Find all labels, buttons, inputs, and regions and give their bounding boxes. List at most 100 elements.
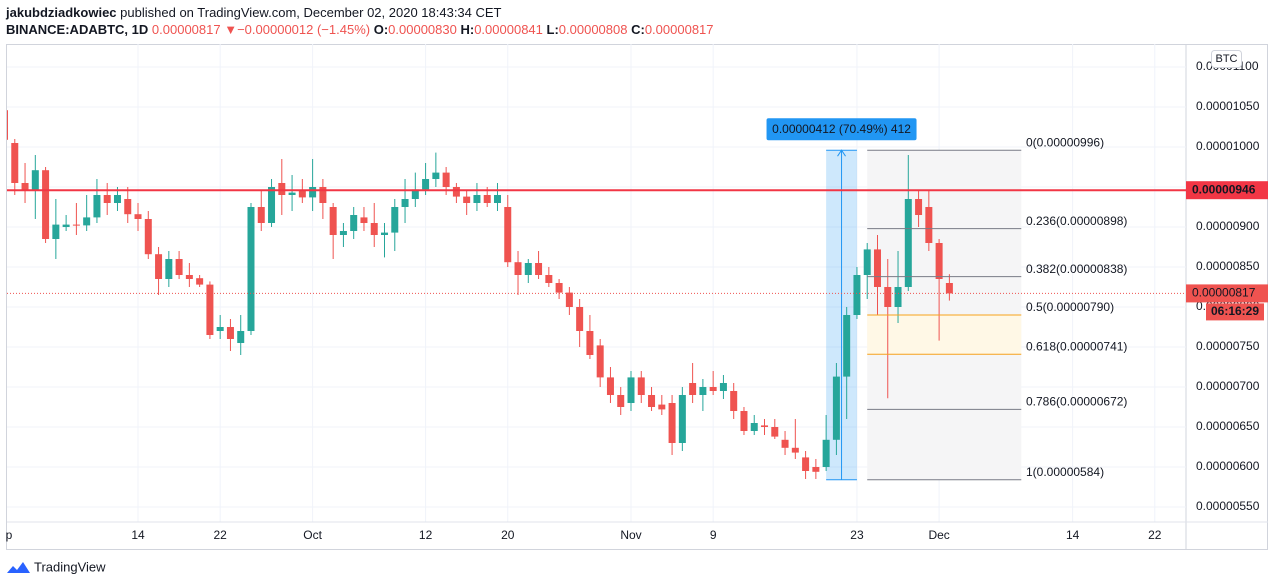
candle-body [432, 172, 440, 179]
candle-body [370, 223, 378, 235]
y-tick-label: 0.00000550 [1196, 499, 1260, 513]
currency-label: BTC [1216, 53, 1238, 65]
last-price-label: 0.00000817 [1192, 286, 1256, 300]
fib-level-label: 0.236(0.00000898) [1026, 214, 1127, 228]
candle-body [545, 275, 553, 283]
candle-body [350, 215, 358, 231]
candle-body [689, 383, 697, 395]
candle-body [339, 231, 347, 235]
candle-body [493, 195, 501, 203]
candle-body [719, 383, 727, 391]
candle-body [226, 327, 234, 339]
currency-box [1211, 50, 1242, 68]
candle-body [185, 275, 193, 279]
candle-body [206, 284, 214, 335]
candle-body [761, 425, 769, 427]
candle-body [42, 170, 50, 239]
candle-body [319, 187, 327, 203]
candle-body [873, 249, 881, 287]
fib-level-label: 0.382(0.00000838) [1026, 262, 1127, 276]
ohlc-value: 0.00000817 [644, 22, 714, 37]
candle-body [884, 287, 892, 307]
candle-body [565, 292, 573, 307]
hline-price-label: 0.00000946 [1192, 182, 1256, 196]
candle-body [709, 387, 717, 391]
candle-body [524, 263, 532, 275]
candle-body [52, 224, 60, 239]
candle-body [925, 207, 933, 243]
candle-body [113, 195, 121, 203]
y-tick-label: 0.00000700 [1196, 379, 1260, 393]
candle-body [658, 404, 666, 410]
fib-level-label: 1(0.00000584) [1026, 465, 1104, 479]
candle-body [288, 192, 296, 195]
candle-body [812, 467, 820, 472]
ohlc-value: 0.00000830 [388, 22, 457, 37]
candle-body [904, 199, 912, 287]
ohlc-value: 0.00000841 [474, 22, 543, 37]
symbol: BINANCE:ADABTC, 1D [6, 22, 149, 37]
ohlc-label: C: [631, 22, 645, 37]
x-tick-label: Oct [303, 528, 322, 542]
measure-label-box [766, 118, 917, 141]
candle-body [915, 199, 923, 215]
candle-body [196, 278, 204, 285]
candle-body [31, 170, 39, 191]
candle-body [93, 195, 101, 218]
candle-body [514, 262, 522, 275]
candle-body [771, 427, 779, 437]
down-arrow: ▼ [224, 22, 238, 37]
candle-body [381, 232, 389, 235]
candle-body [298, 191, 306, 198]
ohlc-label: L: [546, 22, 559, 37]
candle-body [863, 249, 871, 275]
candle-body [699, 387, 707, 395]
candle-body [945, 283, 953, 294]
x-tick-label: 22 [213, 528, 227, 542]
candle-body [21, 183, 29, 191]
candle-body [247, 207, 255, 331]
symbol-line: BINANCE:ADABTC, 1D 0.00000817 ▼−0.000000… [6, 22, 714, 37]
candle-body [791, 447, 799, 453]
candle-body [822, 439, 830, 467]
candle-body [586, 331, 594, 355]
candle-body [83, 217, 91, 226]
ohlc-value: 0.00000808 [558, 22, 628, 37]
x-tick-label: 22 [1148, 528, 1162, 542]
candle-body [155, 254, 163, 279]
candle-body [309, 187, 317, 198]
candle-body [802, 457, 810, 471]
x-tick-label: 20 [501, 528, 515, 542]
candle-body [401, 199, 409, 207]
author: jakubdziadkowiec [6, 5, 117, 20]
candle-body [606, 377, 614, 395]
last-price: 0.00000817 [151, 22, 221, 37]
countdown-label: 06:16:29 [1211, 304, 1259, 318]
candle-body [278, 183, 286, 195]
candle-body [781, 439, 789, 448]
candle-body [668, 403, 676, 443]
candle-body [165, 259, 173, 279]
tradingview-logo: TradingView [7, 559, 106, 574]
hline-price-box [1186, 181, 1268, 200]
fib-level-label: 0.5(0.00000790) [1026, 300, 1114, 314]
y-tick-label: 0.00001000 [1196, 139, 1260, 153]
candle-body [576, 307, 584, 331]
y-tick-label: 0.00000850 [1196, 259, 1260, 273]
candle-body [422, 179, 430, 190]
candle-body [268, 187, 276, 223]
candle-body [473, 195, 481, 203]
candle-body [843, 315, 851, 377]
last-price-box [1186, 284, 1268, 303]
ohlc-label: H: [460, 22, 475, 37]
candle-body [637, 377, 645, 395]
candle-body [175, 259, 183, 275]
candle-body [216, 327, 224, 331]
candle-body [391, 207, 399, 233]
candle-body [360, 217, 368, 223]
candle-body [627, 377, 635, 403]
candle-body [750, 423, 758, 431]
candle-body [237, 331, 245, 343]
